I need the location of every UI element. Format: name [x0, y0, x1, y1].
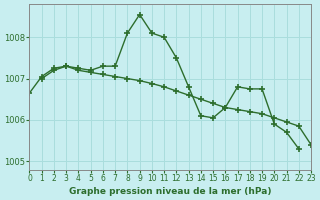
X-axis label: Graphe pression niveau de la mer (hPa): Graphe pression niveau de la mer (hPa) — [69, 187, 271, 196]
